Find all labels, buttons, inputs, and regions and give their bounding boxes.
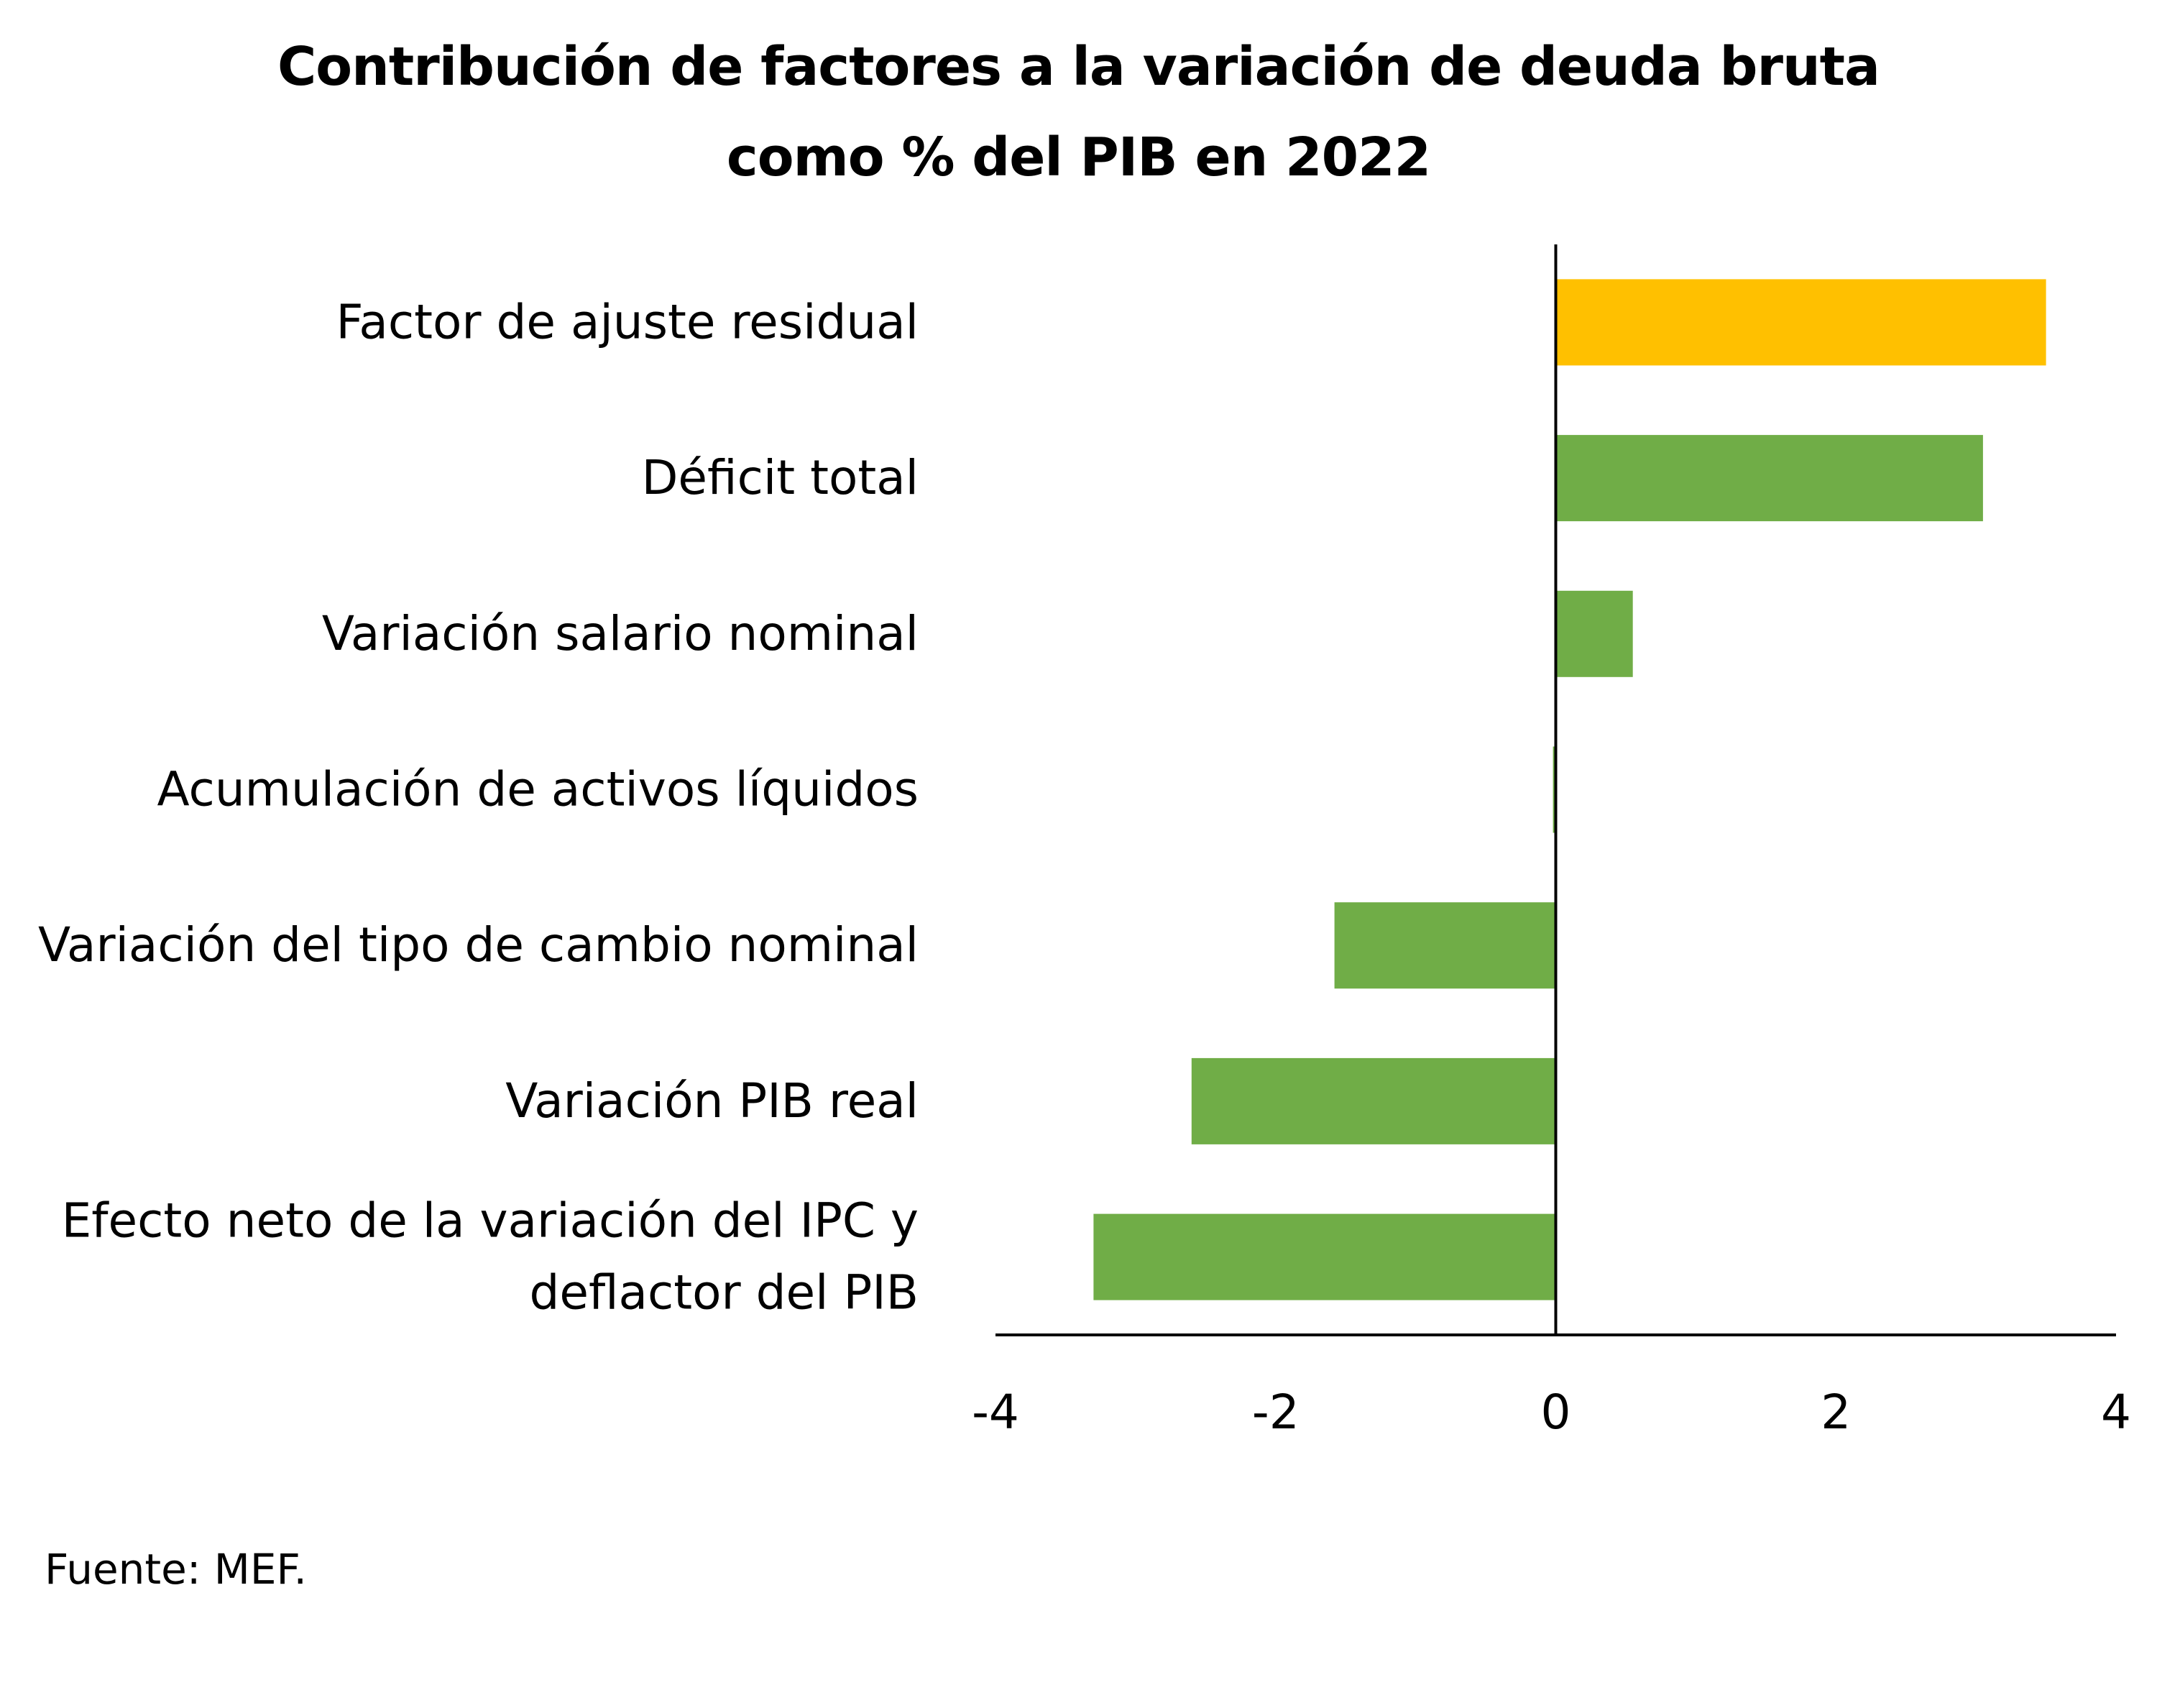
bar: [1555, 279, 2046, 366]
x-tick-label: -4: [972, 1385, 1019, 1440]
bars-layer: [1093, 279, 2046, 1300]
chart-title-line-1: Contribución de factores a la variación …: [277, 36, 1880, 98]
x-tick-labels: -4 -2 0 2 4: [972, 1385, 2131, 1440]
category-label: Acumulación de activos líquidos: [157, 762, 919, 817]
bar: [1555, 590, 1633, 677]
category-label: Déficit total: [642, 450, 919, 505]
x-tick-label: 4: [2101, 1385, 2131, 1440]
x-tick-label: -2: [1252, 1385, 1300, 1440]
category-label: Efecto neto de la variación del IPC y def…: [62, 1193, 919, 1321]
bar: [1334, 902, 1556, 989]
bar: [1093, 1213, 1556, 1300]
bar: [1191, 1057, 1556, 1144]
category-labels: Factor de ajuste residual Déficit total Va…: [38, 294, 919, 1320]
chart-title: Contribución de factores a la variación …: [0, 22, 2157, 203]
category-label: Variación del tipo de cambio nominal: [38, 917, 919, 973]
x-tick-label: 2: [1821, 1385, 1851, 1440]
x-tick-label: 0: [1541, 1385, 1571, 1440]
category-label: Variación PIB real: [505, 1073, 919, 1129]
source-note: Fuente: MEF.: [45, 1545, 307, 1594]
chart-title-line-2: como % del PIB en 2022: [726, 127, 1431, 188]
category-label: Factor de ajuste residual: [336, 294, 919, 349]
bar: [1555, 435, 1983, 522]
category-label: Variación salario nominal: [322, 606, 919, 661]
axes: [995, 244, 2116, 1336]
